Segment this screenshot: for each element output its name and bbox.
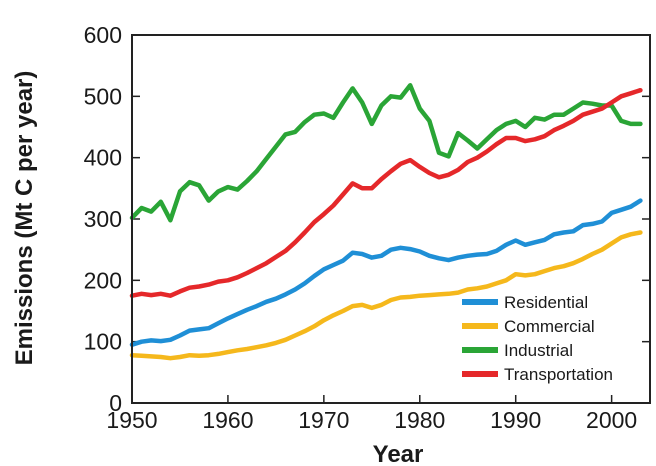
plot-area-frame — [131, 34, 651, 404]
legend-label-transportation: Transportation — [504, 365, 613, 384]
y-tick-label: 400 — [84, 145, 122, 171]
axis-ticks: 0 100 200 300 400 500 600 1950 1960 1970 1980 1990 2… — [84, 22, 650, 433]
y-axis-title: Emissions (Mt C per year) — [11, 71, 38, 366]
series-lines — [129, 83, 643, 361]
y-tick-label: 0 — [109, 390, 122, 416]
legend-label-industrial: Industrial — [504, 341, 573, 360]
x-axis-title: Year — [373, 441, 424, 466]
x-tick-label: 1980 — [394, 407, 445, 433]
series-line-transportation — [129, 87, 643, 298]
y-tick-label: 100 — [84, 329, 122, 355]
series-line-industrial — [129, 83, 643, 223]
x-tick-label: 1970 — [298, 407, 349, 433]
series-line-commercial — [129, 230, 643, 361]
x-tick-label: 1960 — [202, 407, 253, 433]
y-tick-label: 200 — [84, 267, 122, 293]
series-line-residential — [129, 198, 643, 347]
y-tick-label: 300 — [84, 206, 122, 232]
y-tick-label: 600 — [84, 22, 122, 48]
y-tick-label: 500 — [84, 83, 122, 109]
x-tick-label: 2000 — [586, 407, 637, 433]
legend-label-residential: Residential — [504, 293, 588, 312]
x-tick-label: 1990 — [490, 407, 541, 433]
legend-label-commercial: Commercial — [504, 317, 595, 336]
x-tick-label: 1950 — [106, 407, 157, 433]
chart-legend: Residential Commercial Industrial Transport… — [462, 293, 613, 384]
